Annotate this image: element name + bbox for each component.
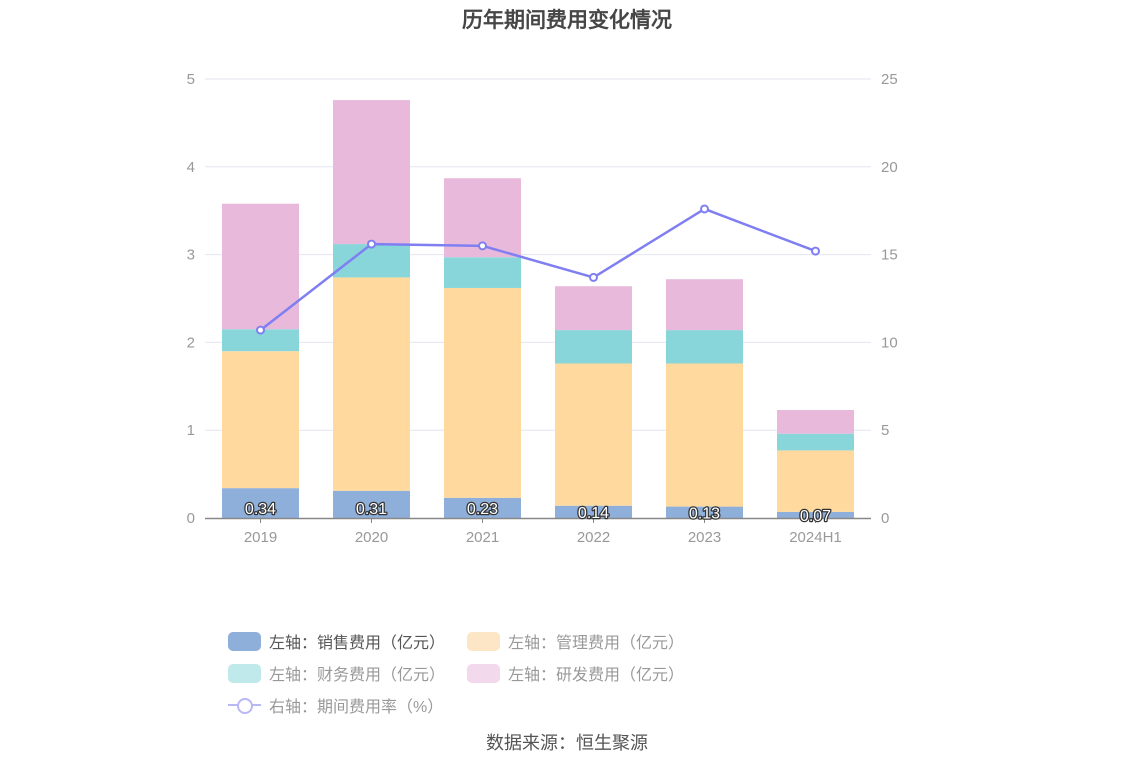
legend-label-finance: 左轴：财务费用（亿元）	[269, 667, 446, 684]
legend-item-rnd[interactable]: 左轴：研发费用（亿元）	[467, 662, 684, 684]
bar-data-label: 0.14	[578, 505, 609, 522]
bar-segment-admin	[222, 351, 299, 489]
bar-segment-rnd	[666, 279, 743, 331]
y-left-tick-label: 5	[187, 71, 195, 88]
bar-segment-sales	[333, 490, 410, 518]
legend-label-sales: 左轴：销售费用（亿元）	[269, 635, 446, 652]
bar-segment-admin	[333, 277, 410, 491]
legend-item-expense-ratio[interactable]: 右轴：期间费用率（%）	[228, 694, 443, 716]
bar-segment-admin	[555, 363, 632, 506]
legend-swatch-admin	[467, 631, 501, 651]
legend-label-admin: 左轴：管理费用（亿元）	[508, 635, 685, 652]
bar-data-label: 0.23	[467, 501, 498, 518]
expense-ratio-point	[367, 239, 376, 249]
bar-segment-sales	[555, 505, 632, 518]
bar-segment-rnd	[777, 410, 854, 434]
bar-segment-finance	[222, 329, 299, 352]
bar-segment-admin	[666, 363, 743, 507]
bar-segment-finance	[555, 330, 632, 364]
x-tick-label: 2023	[688, 529, 721, 546]
legend-swatch-rnd	[467, 663, 501, 683]
chart-title: 历年期间费用变化情况	[462, 9, 672, 32]
bar-data-label: 0.07	[800, 508, 831, 525]
x-tick-label: 2021	[466, 529, 499, 546]
bar-segment-finance	[333, 244, 410, 278]
bar-segment-finance	[777, 433, 854, 451]
bar-segment-admin	[777, 450, 854, 512]
x-tick-label: 2022	[577, 529, 610, 546]
bar-segment-finance	[444, 257, 521, 288]
expense-ratio-point	[811, 246, 820, 256]
data-source: 数据来源：恒生聚源	[486, 733, 648, 753]
x-tick-label: 2019	[244, 529, 277, 546]
x-tick-label: 2024H1	[789, 529, 842, 546]
bar-segment-sales	[777, 511, 854, 518]
bar-segment-rnd	[333, 100, 410, 245]
expense-ratio-point	[589, 272, 598, 282]
legend-swatch-finance	[228, 663, 261, 683]
legend-swatch-expense-ratio	[228, 696, 261, 715]
bar-segment-sales	[666, 506, 743, 518]
expense-ratio-point	[700, 204, 709, 214]
legend-swatch-sales	[228, 631, 261, 651]
y-right-tick-label: 25	[881, 71, 898, 88]
y-left-tick-label: 2	[187, 334, 195, 351]
bar-segment-sales	[222, 488, 299, 518]
legend-item-admin[interactable]: 左轴：管理费用（亿元）	[467, 630, 684, 652]
y-left-tick-label: 1	[187, 422, 195, 439]
bar-segment-admin	[444, 287, 521, 498]
legend: 左轴：销售费用（亿元） 左轴：管理费用（亿元） 左轴：财务费用（亿元） 左轴：研…	[228, 630, 918, 716]
y-right-tick-label: 15	[881, 247, 898, 264]
chart-canvas: 0 1 2 3 4 5 0 5 10 15 20 25 2019 2020 2021 2022 2023 2024…	[187, 71, 898, 546]
expense-ratio-point	[256, 325, 265, 335]
bar-segment-sales	[444, 497, 521, 518]
expense-ratio-point	[478, 241, 487, 251]
x-tick-label: 2020	[355, 529, 388, 546]
bar-segment-rnd	[555, 286, 632, 331]
y-right-tick-label: 0	[881, 510, 889, 527]
expense-ratio-line	[259, 207, 816, 332]
bar-segment-finance	[666, 330, 743, 364]
y-left-tick-label: 3	[187, 247, 195, 264]
legend-label-expense-ratio: 右轴：期间费用率（%）	[269, 699, 444, 716]
y-right-tick-label: 10	[881, 334, 898, 351]
legend-item-finance[interactable]: 左轴：财务费用（亿元）	[228, 662, 445, 684]
y-right-tick-label: 5	[881, 422, 889, 439]
legend-label-rnd: 左轴：研发费用（亿元）	[508, 667, 685, 684]
y-right-tick-label: 20	[881, 159, 898, 176]
bar-data-label: 0.31	[356, 501, 387, 518]
y-left-tick-label: 4	[187, 159, 195, 176]
y-left-tick-label: 0	[187, 510, 195, 527]
bar-data-label: 0.13	[689, 505, 720, 522]
legend-item-sales[interactable]: 左轴：销售费用（亿元）	[228, 630, 445, 652]
bar-segment-rnd	[222, 203, 299, 330]
bar-data-label: 0.34	[245, 501, 276, 518]
